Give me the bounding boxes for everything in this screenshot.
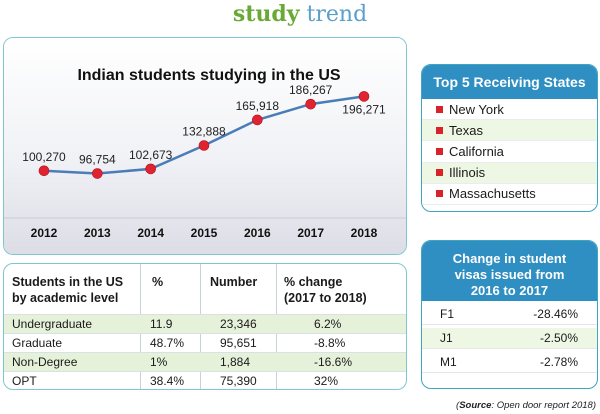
- cell-number: 95,651: [220, 336, 257, 350]
- data-label: 196,271: [342, 102, 386, 116]
- state-name: California: [449, 143, 504, 159]
- visa-title-line: Change in student: [452, 251, 567, 266]
- state-list: New York Texas California Illinois Massa…: [422, 99, 597, 205]
- table-row: OPT 38.4% 75,390 32%: [4, 371, 406, 389]
- cell-level: OPT: [12, 374, 37, 388]
- line-chart: Indian students studying in the US 100,27…: [4, 38, 406, 254]
- data-point: [305, 98, 316, 110]
- square-bullet-icon: [436, 190, 443, 198]
- cell-level: Graduate: [12, 336, 63, 350]
- header-level-line: Students in the US: [12, 275, 124, 289]
- x-tick-label: 2013: [84, 226, 111, 240]
- source-text: Open door report 2018: [496, 400, 593, 411]
- cell-percent: 1%: [150, 355, 168, 369]
- top-states-title: Top 5 Receiving States: [422, 65, 597, 99]
- visa-value: -2.78%: [539, 355, 578, 369]
- visa-rows: F1 -28.46% J1 -2.50% M1 -2.78%: [422, 304, 597, 373]
- line-chart-panel: Indian students studying in the US 100,27…: [3, 37, 407, 255]
- cell-change: -8.8%: [314, 336, 346, 350]
- data-point: [252, 114, 263, 126]
- header-level-line: by academic level: [12, 291, 119, 305]
- square-bullet-icon: [436, 169, 443, 177]
- cell-number: 75,390: [220, 374, 257, 388]
- header-level: Students in the US by academic level: [12, 274, 123, 306]
- data-label: 132,888: [182, 125, 226, 139]
- x-tick-label: 2017: [297, 226, 324, 240]
- data-point: [92, 168, 103, 179]
- data-label: 165,918: [236, 99, 280, 113]
- heading-word-study: study: [232, 1, 300, 27]
- square-bullet-icon: [436, 105, 443, 113]
- data-point: [358, 91, 370, 102]
- source-note: (Source: Open door report 2018): [456, 400, 596, 411]
- data-label: 186,267: [289, 83, 333, 97]
- academic-level-table: Students in the US by academic level % N…: [3, 263, 407, 390]
- data-point: [198, 140, 210, 151]
- visa-value: -28.46%: [533, 307, 578, 321]
- table-row: Graduate 48.7% 95,651 -8.8%: [4, 333, 406, 352]
- visa-row: F1 -28.46%: [422, 304, 597, 325]
- data-label: 96,754: [79, 153, 116, 167]
- table-header: Students in the US by academic level % N…: [4, 264, 406, 314]
- state-item: New York: [422, 99, 597, 121]
- cell-percent: 38.4%: [150, 374, 185, 388]
- header-change-line: (2017 to 2018): [284, 291, 367, 305]
- cell-number: 23,346: [220, 317, 257, 331]
- visa-type: F1: [440, 307, 455, 321]
- table-row: Undergraduate 11.9 23,346 6.2%: [4, 314, 406, 333]
- x-tick-label: 2014: [137, 226, 164, 240]
- x-tick-label: 2015: [191, 226, 218, 240]
- header-change-line: % change: [284, 275, 343, 289]
- visa-row: J1 -2.50%: [422, 328, 597, 349]
- x-tick-label: 2012: [31, 226, 58, 240]
- state-name: Massachusetts: [449, 186, 536, 202]
- x-tick-label: 2018: [351, 226, 378, 240]
- header-change: % change (2017 to 2018): [284, 274, 367, 306]
- cell-percent: 48.7%: [150, 336, 185, 350]
- square-bullet-icon: [436, 147, 443, 155]
- data-label: 102,673: [129, 148, 173, 162]
- cell-change: 6.2%: [314, 317, 342, 331]
- cell-level: Non-Degree: [12, 355, 78, 369]
- state-name: Illinois: [449, 165, 486, 181]
- header-number: Number: [210, 275, 258, 289]
- state-item: California: [422, 141, 597, 163]
- cell-change: -16.6%: [314, 355, 353, 369]
- data-point: [38, 165, 50, 177]
- chart-title: Indian students studying in the US: [77, 67, 340, 84]
- visa-change-panel: Change in student visas issued from 2016…: [421, 240, 598, 389]
- visa-type: M1: [440, 355, 457, 369]
- visa-change-title: Change in student visas issued from 2016…: [422, 241, 597, 301]
- cell-number: 1,884: [220, 355, 251, 369]
- square-bullet-icon: [436, 126, 443, 134]
- data-point: [145, 163, 156, 175]
- heading-word-trend: trend: [306, 2, 368, 27]
- cell-percent: 11.9: [150, 317, 173, 331]
- visa-type: J1: [440, 331, 453, 345]
- data-label: 100,270: [22, 150, 66, 164]
- top-states-panel: Top 5 Receiving States New York Texas Ca…: [421, 64, 598, 212]
- cell-level: Undergraduate: [12, 317, 93, 331]
- visa-title-line: 2016 to 2017: [470, 283, 549, 298]
- header-percent: %: [152, 275, 164, 289]
- visa-value: -2.50%: [539, 331, 578, 345]
- infographic-heading: study trend: [0, 0, 600, 29]
- visa-row: M1 -2.78%: [422, 352, 597, 373]
- state-item: Massachusetts: [422, 184, 597, 205]
- source-label: Source: [459, 400, 492, 411]
- cell-change: 32%: [314, 374, 339, 388]
- state-item: Texas: [422, 120, 597, 142]
- state-name: Texas: [449, 122, 483, 138]
- x-tick-label: 2016: [244, 226, 271, 240]
- table-row: Non-Degree 1% 1,884 -16.6%: [4, 352, 406, 371]
- visa-title-line: visas issued from: [454, 267, 565, 282]
- state-item: Illinois: [422, 162, 597, 184]
- state-name: New York: [449, 101, 504, 117]
